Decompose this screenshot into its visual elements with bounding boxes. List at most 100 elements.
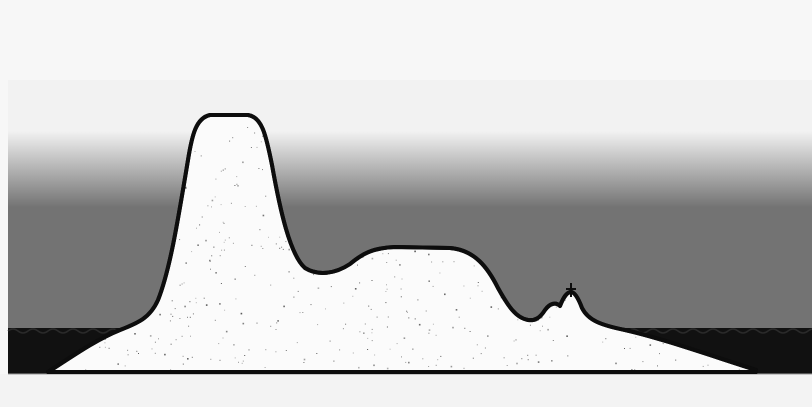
speckle-dot [389, 348, 391, 350]
speckle-dot [400, 296, 402, 298]
speckle-dot [262, 135, 264, 137]
speckle-dot [738, 368, 740, 370]
speckle-dot [385, 302, 387, 304]
speckle-dot [412, 348, 414, 350]
speckle-dot [281, 246, 283, 248]
speckle-dot [435, 334, 437, 336]
speckle-dot [371, 257, 374, 260]
speckle-dot [435, 364, 437, 366]
speckle-dot [472, 357, 474, 359]
speckle-dot [224, 239, 226, 241]
speckle-dot [191, 356, 193, 358]
speckle-dot [566, 335, 568, 337]
speckle-dot [205, 239, 207, 242]
speckle-dot [207, 205, 209, 207]
speckle-dot [521, 358, 523, 360]
speckle-dot [228, 237, 230, 239]
speckle-dot [151, 348, 153, 350]
speckle-dot [422, 358, 424, 360]
speckle-dot [552, 340, 554, 341]
speckle-dot [201, 216, 203, 218]
speckle-dot [250, 147, 252, 148]
speckle-dot [164, 353, 166, 356]
speckle-dot [185, 262, 187, 264]
speckle-dot [605, 338, 607, 340]
speckle-dot [104, 346, 106, 348]
speckle-dot [205, 304, 208, 306]
speckle-dot [542, 325, 543, 327]
speckle-dot [184, 186, 187, 189]
speckle-dot [631, 369, 633, 370]
speckle-dot [192, 313, 194, 315]
speckle-dot [431, 261, 433, 263]
speckle-dot [277, 320, 279, 322]
speckle-dot [453, 261, 455, 263]
speckle-dot [527, 359, 529, 361]
speckle-dot [293, 296, 295, 298]
speckle-dot [317, 287, 320, 289]
speckle-dot [85, 369, 87, 371]
speckle-dot [189, 316, 191, 318]
speckle-dot [138, 353, 139, 354]
speckle-dot [386, 326, 388, 328]
speckle-dot [134, 333, 136, 335]
speckle-dot [285, 241, 287, 243]
speckle-dot [174, 308, 176, 310]
speckle-dot [564, 299, 566, 301]
speckle-dot [283, 305, 285, 308]
speckle-dot [248, 349, 250, 351]
speckle-dot [401, 278, 403, 280]
speckle-dot [400, 288, 402, 290]
speckle-dot [473, 265, 475, 267]
speckle-dot [634, 369, 636, 370]
speckle-dot [224, 168, 226, 170]
speckle-dot [529, 324, 531, 326]
speckle-dot [535, 354, 537, 356]
speckle-dot [234, 278, 236, 280]
speckle-dot [313, 274, 315, 276]
speckle-dot [242, 360, 244, 362]
speckle-dot [515, 339, 517, 341]
speckle-dot [490, 306, 493, 308]
speckle-dot [458, 316, 460, 318]
speckle-dot [154, 341, 156, 343]
speckle-dot [191, 251, 193, 253]
speckle-dot [303, 358, 306, 361]
speckle-dot [210, 358, 212, 360]
speckle-dot [182, 363, 184, 365]
speckle-dot [211, 255, 213, 257]
speckle-dot [406, 311, 408, 313]
speckle-dot [170, 343, 172, 345]
speckle-dot [343, 302, 345, 304]
speckle-dot [403, 337, 406, 339]
speckle-dot [237, 185, 239, 187]
speckle-dot [242, 322, 245, 325]
speckle-dot [317, 324, 319, 326]
speckle-dot [440, 355, 442, 357]
speckle-dot [296, 342, 298, 344]
speckle-dot [222, 169, 224, 171]
speckle-dot [444, 293, 446, 296]
speckle-dot [219, 231, 220, 233]
speckle-dot [256, 146, 258, 148]
speckle-dot [408, 361, 410, 364]
speckle-dot [209, 259, 211, 262]
speckle-dot [259, 229, 261, 231]
island-outline [46, 113, 758, 374]
speckle-dot [213, 246, 215, 248]
speckle-dot [219, 359, 221, 361]
speckle-dot [220, 204, 222, 206]
speckle-dot [276, 322, 278, 324]
speckle-dot [242, 161, 244, 164]
speckle-dot [555, 306, 557, 308]
speckle-dot [170, 313, 172, 315]
speckle-dot [414, 250, 416, 253]
speckle-dot [232, 137, 234, 139]
speckle-dot [236, 183, 238, 185]
speckle-dot [477, 282, 479, 283]
speckle-dot [386, 288, 388, 290]
speckle-dot [199, 224, 201, 226]
speckle-dot [662, 343, 664, 345]
